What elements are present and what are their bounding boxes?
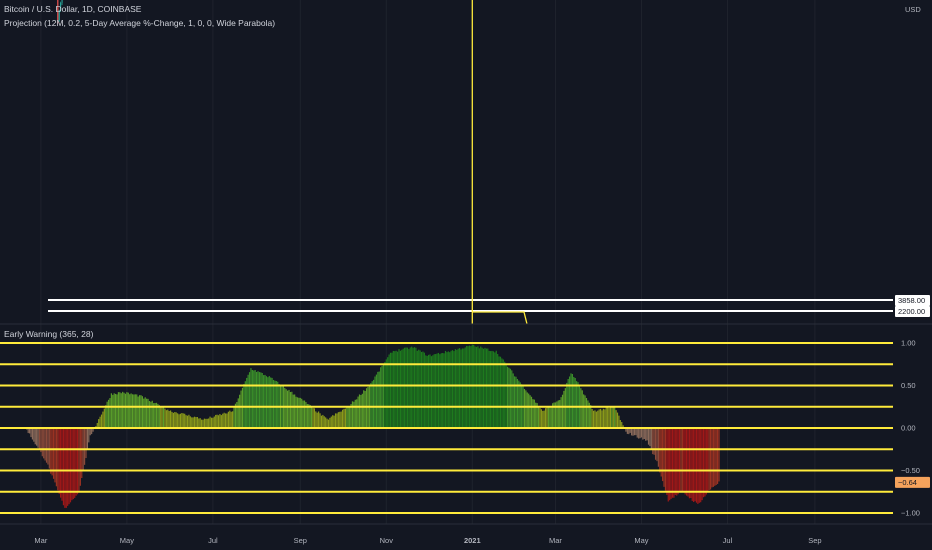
level-tag-bg: [895, 295, 930, 306]
time-tick-label: Sep: [294, 536, 307, 545]
level-tag-text: 2200.00: [898, 307, 925, 316]
histogram-tick-label: −1.00: [901, 509, 920, 518]
currency-label: USD: [905, 5, 921, 14]
histogram-tick-label: 1.00: [901, 339, 916, 348]
indicator-title[interactable]: Projection (12M, 0.2, 5-Day Average %-Ch…: [4, 18, 276, 28]
time-tick-label: 2021: [464, 536, 481, 545]
projection-lower: [472, 311, 528, 325]
time-tick-label: Nov: [380, 536, 394, 545]
early-warning-histogram: [26, 344, 720, 508]
candle-body: [60, 2, 62, 11]
histogram-tick-label: 0.50: [901, 381, 916, 390]
histogram-tick-label: −0.50: [901, 466, 920, 475]
time-tick-label: May: [634, 536, 648, 545]
grid: [40, 0, 816, 524]
time-axis: Mar May Jul Sep Nov 2021 Mar May Jul Sep: [34, 536, 821, 545]
time-tick-label: Sep: [808, 536, 821, 545]
histogram-tick-label: 0.00: [901, 424, 916, 433]
candles: [57, 0, 63, 24]
candle-body: [61, 0, 63, 3]
histogram-axis: 1.00 0.50 0.00 −0.50 −1.00: [901, 339, 920, 518]
level-tag-text: 3858.00: [898, 296, 925, 305]
time-tick-label: Mar: [549, 536, 562, 545]
pane2-title[interactable]: Early Warning (365, 28): [4, 329, 94, 339]
time-tick-label: May: [120, 536, 134, 545]
candle-body: [57, 0, 59, 21]
histogram-value-tag-bg: [895, 476, 930, 488]
price-levels: [48, 299, 893, 312]
level-tag-bg: [895, 306, 930, 317]
early-warning-levels: [0, 342, 893, 514]
candle-body: [58, 10, 60, 21]
time-tick-label: Mar: [34, 536, 47, 545]
time-tick-label: Jul: [208, 536, 218, 545]
projection-lines: [471, 0, 537, 325]
time-tick-label: Jul: [723, 536, 733, 545]
histogram-value-tag-text: −0.64: [898, 478, 917, 487]
symbol-title[interactable]: Bitcoin / U.S. Dollar, 1D, COINBASE: [4, 4, 142, 14]
